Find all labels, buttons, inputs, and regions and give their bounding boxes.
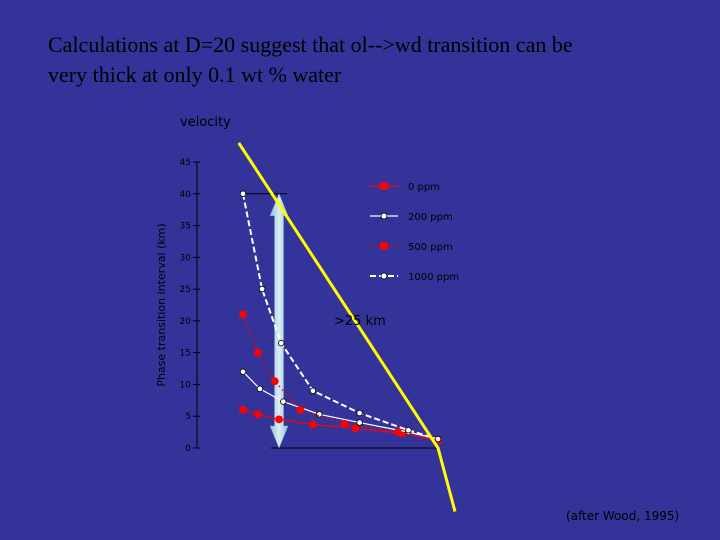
y-tick-label: 5 — [185, 412, 191, 422]
slide-title-line-2: very thick at only 0.1 wt % water — [48, 62, 342, 87]
y-tick-label: 10 — [180, 380, 192, 390]
credit-note: (after Wood, 1995) — [566, 509, 680, 523]
series-point-3 — [434, 435, 442, 443]
series-point-3 — [239, 190, 247, 197]
series-point-3 — [258, 285, 266, 293]
series-point-3 — [356, 409, 363, 417]
y-tick-label: 40 — [180, 190, 192, 200]
series-point-2 — [393, 428, 402, 437]
y-axis-label: Phase transition interval (km) — [155, 223, 168, 386]
legend-marker-0 — [379, 181, 389, 191]
y-tick-label: 20 — [180, 317, 192, 327]
series-line-0 — [242, 409, 439, 441]
series-point-1 — [316, 411, 323, 418]
series-point-0 — [309, 420, 317, 429]
series-point-1 — [256, 385, 264, 393]
velocity-label: velocity — [180, 115, 231, 130]
series-point-2 — [296, 405, 305, 414]
velocity-line — [237, 142, 457, 512]
series-point-0 — [351, 424, 360, 433]
series-point-0 — [253, 410, 262, 419]
y-tick-label: 25 — [180, 285, 191, 295]
y-tick-label: 30 — [180, 253, 192, 263]
legend-marker-3 — [380, 272, 388, 280]
series-line-2 — [242, 314, 439, 441]
series-point-0 — [275, 415, 283, 424]
series-point-1 — [280, 398, 287, 405]
series-point-2 — [239, 310, 247, 319]
series-point-3 — [405, 427, 412, 434]
legend-label-0: 0 ppm — [408, 182, 440, 193]
series-point-2 — [253, 348, 262, 357]
legend-label-2: 500 ppm — [408, 242, 453, 253]
legend-marker-2 — [379, 241, 389, 251]
y-tick-label: 0 — [185, 444, 191, 454]
legend-label-1: 200 ppm — [408, 212, 453, 223]
series-point-1 — [356, 419, 363, 426]
y-tick-label: 15 — [180, 349, 191, 359]
legend-label-3: 1000 ppm — [408, 272, 459, 283]
y-tick-label: 45 — [180, 158, 191, 168]
thickness-annotation: >25 km — [334, 314, 386, 329]
series-point-1 — [239, 368, 247, 375]
slide-title: Calculations at D=20 suggest that ol-->w… — [48, 30, 688, 90]
series-point-2 — [270, 377, 279, 386]
series-point-0 — [239, 405, 247, 414]
slide-title-line-1: Calculations at D=20 suggest that ol-->w… — [48, 32, 573, 57]
series-point-3 — [277, 339, 285, 347]
series-point-3 — [309, 387, 317, 394]
series-point-2 — [340, 419, 349, 428]
y-tick-label: 35 — [180, 222, 191, 232]
legend-marker-1 — [380, 212, 388, 220]
